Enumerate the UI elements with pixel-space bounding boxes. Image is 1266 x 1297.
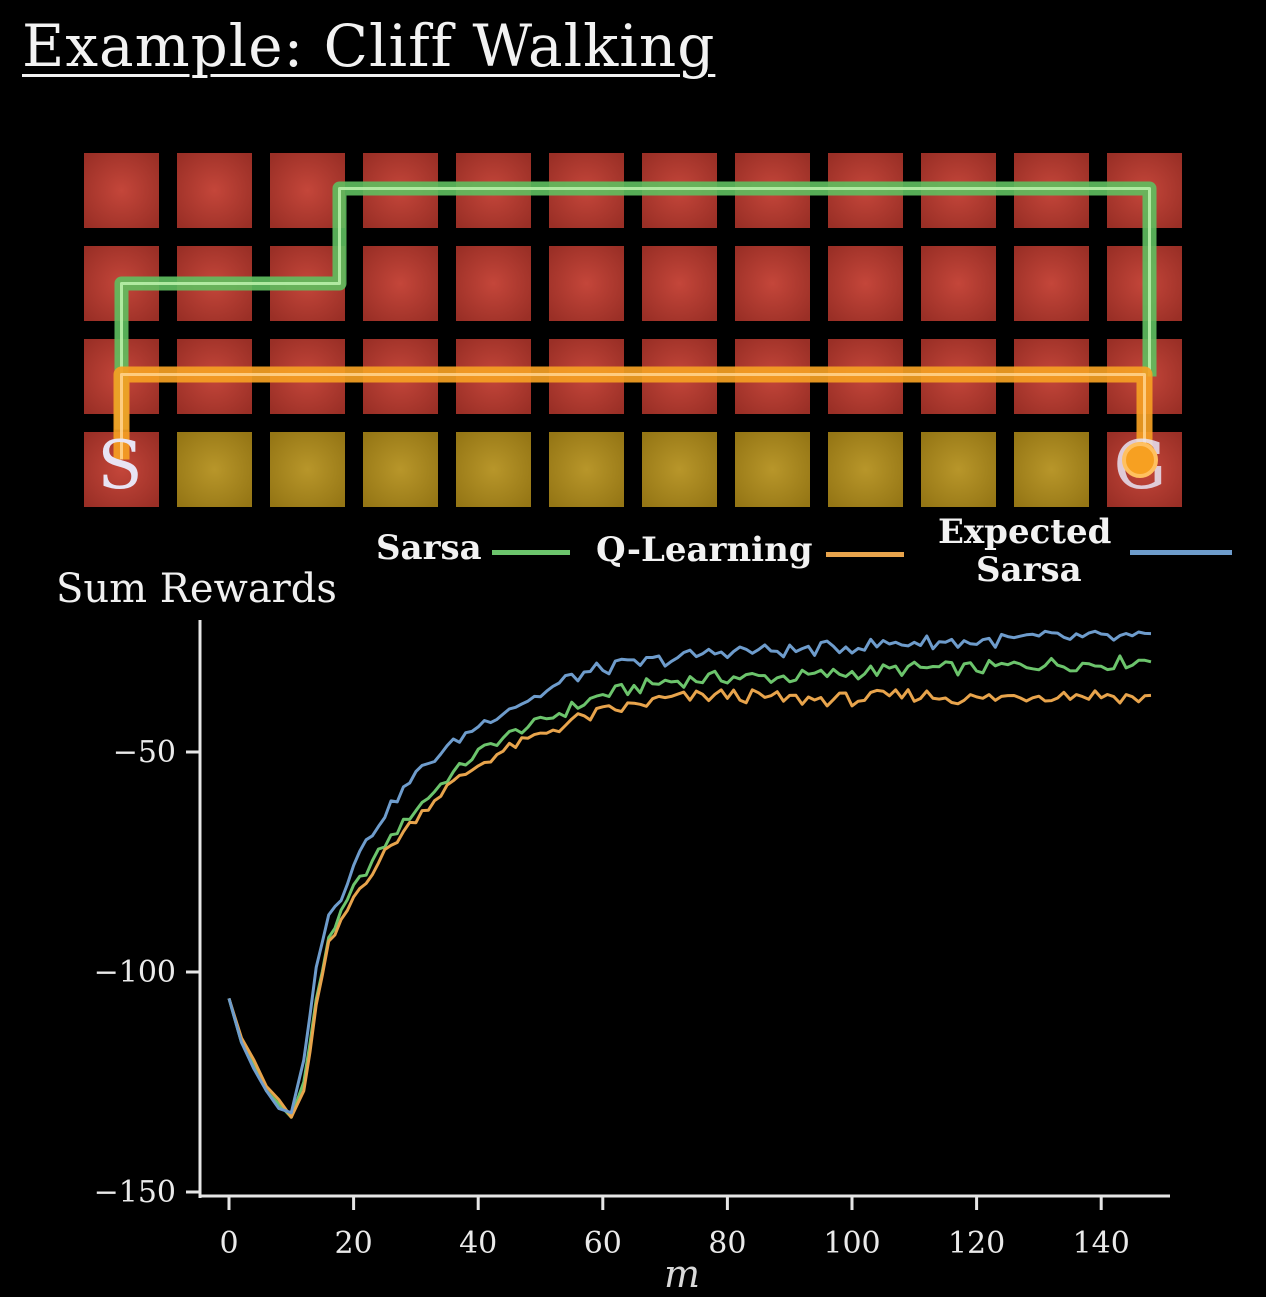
y-tick-label: −50: [113, 735, 176, 770]
x-tick-label: 20: [335, 1226, 373, 1261]
grid-cell: [177, 153, 252, 228]
grid-cell: [921, 246, 996, 321]
cliff-cell: [921, 432, 996, 507]
y-tick-label: −100: [94, 955, 176, 990]
legend-sarsa-label: Sarsa: [376, 528, 482, 568]
x-tick-label: 100: [823, 1226, 880, 1261]
page-title: Example: Cliff Walking: [22, 12, 716, 80]
grid-cell: [363, 246, 438, 321]
cliff-cell: [177, 432, 252, 507]
x-tick-label: 40: [459, 1226, 497, 1261]
series-line-sarsa: [227, 654, 1152, 1119]
cliff-cell: [828, 432, 903, 507]
grid-cell: [456, 246, 531, 321]
legend-sarsa-line: [492, 550, 570, 555]
grid-cell: [84, 153, 159, 228]
grid-cell: [828, 246, 903, 321]
y-axis-label: Sum Rewards: [56, 566, 337, 612]
legend-expected-sarsa-label-1: Expected: [938, 512, 1112, 552]
series-line-expected-sarsa: [227, 629, 1152, 1115]
agent-paths: [113, 181, 1157, 470]
legend-qlearning-label: Q-Learning: [596, 530, 813, 570]
cliff-cell: [735, 432, 810, 507]
x-tick-label: 140: [1073, 1226, 1130, 1261]
sarsa-path-highlight: [120, 187, 1151, 430]
x-tick-label: 60: [584, 1226, 622, 1261]
cliff-cell: [549, 432, 624, 507]
grid-cell: [735, 246, 810, 321]
chart-series: [227, 629, 1152, 1119]
chart-axes: −50 −100 −150 0 20 40 60 80 100 120 140: [94, 620, 1170, 1261]
qlearning-path-highlight: [120, 373, 1146, 470]
x-axis-label: m: [664, 1252, 701, 1296]
y-tick-label: −150: [94, 1175, 176, 1210]
grid-cell: [642, 246, 717, 321]
x-tick-label: 80: [708, 1226, 746, 1261]
series-line-q-learning: [227, 688, 1152, 1119]
cliff-grid: S G: [84, 153, 1182, 507]
x-tick-label: 0: [219, 1226, 238, 1261]
legend-qlearning-line: [826, 552, 904, 557]
x-tick-label: 120: [948, 1226, 1005, 1261]
cliff-cell: [456, 432, 531, 507]
cliff-cell: [270, 432, 345, 507]
legend-expected-sarsa-line: [1130, 550, 1232, 555]
grid-cell: [549, 246, 624, 321]
grid-cell: [1014, 246, 1089, 321]
start-label: S: [97, 427, 142, 504]
goal-agent-marker: [1122, 442, 1158, 478]
cliff-cell: [642, 432, 717, 507]
legend-expected-sarsa-label-2: Sarsa: [976, 550, 1082, 590]
cliff-cell: [1014, 432, 1089, 507]
cliff-cell: [363, 432, 438, 507]
